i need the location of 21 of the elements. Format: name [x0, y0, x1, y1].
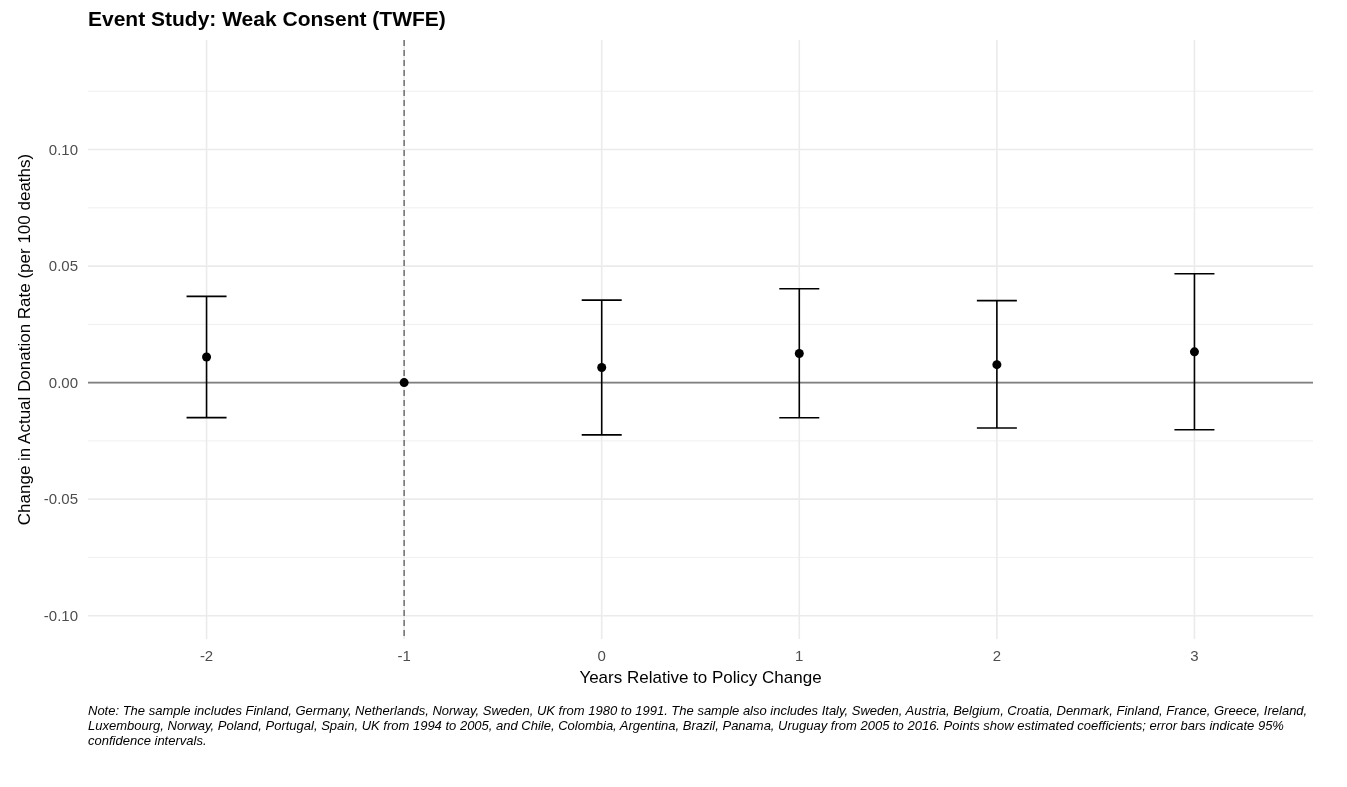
point [202, 352, 212, 362]
y-tick-label: -0.10 [43, 606, 78, 624]
text: Note: The sample includes Finland, Germany, Netherlands, Norway, Sweden, UK from 1980 to 1991. The sample also includes Italy, Sweden, Austria, Belgium, Croatia, Denmark, Finland, France, Greece, Ireland, Luxembourg, Norway, Poland, Portugal, Spain, UK from 1994 to 2005, and Chile, Colombia, Argentina, Brazil, Panama, Uruguay from 2005 to 2016. Points show estimated coefficients; error bars indicate 95% confidence intervals. [88, 703, 1308, 748]
point [992, 360, 1002, 370]
y-tick-label: 0.05 [48, 257, 78, 275]
point [399, 378, 409, 388]
x-tick-label: -1 [397, 647, 411, 664]
x-axis-title: Years Relative to Policy Change [579, 668, 822, 687]
point [1189, 347, 1199, 357]
x-tick-label: 3 [1190, 647, 1199, 664]
y-tick-label: -0.05 [43, 490, 78, 508]
x-tick-label: 0 [597, 647, 606, 664]
chart-title: Event Study: Weak Consent (TWFE) [88, 7, 446, 30]
x-tick-label: -2 [199, 647, 214, 664]
y-axis-title: Change in Actual Donation Rate (per 100 deaths) [14, 153, 34, 526]
x-tick-label: 1 [795, 647, 804, 664]
point [794, 348, 804, 358]
y-tick-label: 0.10 [48, 140, 78, 158]
x-tick-label: 2 [992, 647, 1002, 664]
y-tick-label: 0.00 [48, 373, 78, 391]
point [597, 362, 607, 372]
